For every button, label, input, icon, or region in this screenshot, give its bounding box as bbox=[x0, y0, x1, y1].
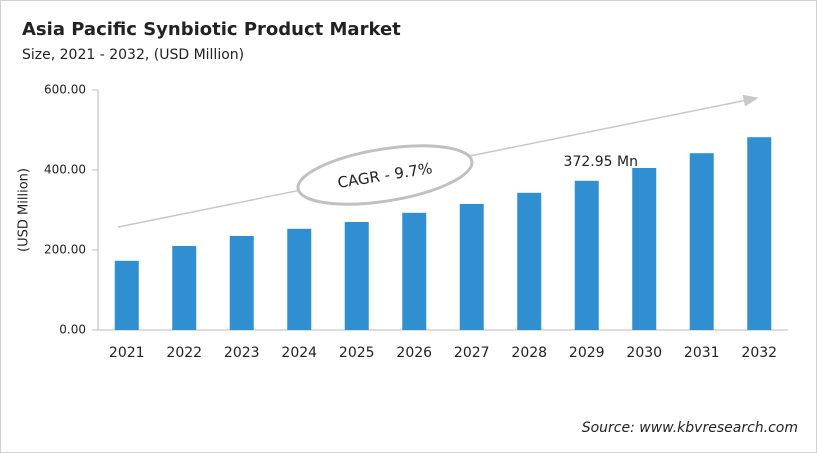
x-tick-label: 2031 bbox=[684, 345, 720, 361]
bar bbox=[689, 153, 714, 330]
y-axis-label: (USD Million) bbox=[17, 168, 32, 252]
bar bbox=[172, 246, 197, 330]
x-tick-label: 2023 bbox=[224, 345, 260, 361]
chart-subtitle: Size, 2021 - 2032, (USD Million) bbox=[22, 47, 244, 63]
bar bbox=[632, 168, 657, 330]
bar bbox=[287, 228, 312, 330]
bar bbox=[229, 236, 254, 330]
bar bbox=[574, 180, 599, 330]
x-tick-label: 2022 bbox=[166, 345, 202, 361]
x-tick-label: 2027 bbox=[454, 345, 490, 361]
y-tick-label: 600.00 bbox=[44, 83, 86, 97]
bar bbox=[402, 212, 427, 330]
x-tick-label: 2032 bbox=[741, 345, 777, 361]
x-tick-label: 2030 bbox=[626, 345, 662, 361]
x-tick-label: 2024 bbox=[281, 345, 317, 361]
y-tick-label: 0.00 bbox=[59, 323, 86, 337]
x-tick-label: 2028 bbox=[511, 345, 547, 361]
x-tick-label: 2025 bbox=[339, 345, 375, 361]
cagr-ellipse bbox=[296, 144, 474, 206]
bar bbox=[114, 260, 139, 330]
source: Source: www.kbvresearch.com bbox=[582, 420, 798, 436]
bar bbox=[747, 137, 772, 330]
bar bbox=[517, 192, 542, 330]
bar bbox=[459, 204, 484, 330]
x-tick-label: 2029 bbox=[569, 345, 605, 361]
y-tick-label: 400.00 bbox=[44, 163, 86, 177]
x-tick-label: 2021 bbox=[109, 345, 145, 361]
bar bbox=[344, 222, 369, 330]
value-label: 372.95 Mn bbox=[564, 154, 638, 170]
y-tick-label: 200.00 bbox=[44, 243, 86, 257]
chart-title: Asia Pacific Synbiotic Product Market bbox=[22, 19, 401, 40]
x-tick-label: 2026 bbox=[396, 345, 432, 361]
